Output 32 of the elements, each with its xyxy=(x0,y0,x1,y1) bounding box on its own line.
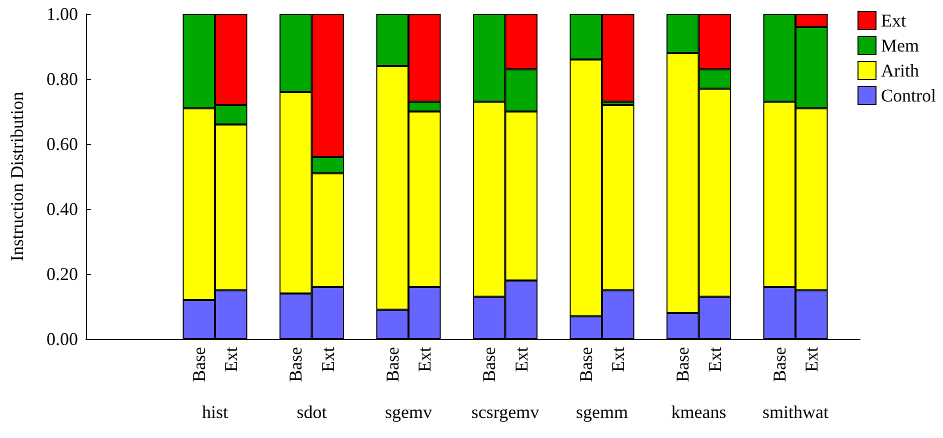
x-tick-label: Ext xyxy=(802,347,822,372)
legend-label: Ext xyxy=(881,10,906,30)
x-tick-label: Ext xyxy=(221,347,242,372)
text: smithwat xyxy=(762,402,828,422)
x-tick-label: Base xyxy=(382,347,402,382)
text: kmeans xyxy=(671,402,726,422)
text: scsrgemv xyxy=(471,402,540,422)
y-tick-label: 0.20 xyxy=(46,264,78,284)
x-tick-label: Base xyxy=(286,347,306,382)
y-tick-label: 0.60 xyxy=(46,134,78,154)
x-tick-label: Ext xyxy=(414,347,435,372)
y-tick-label: 0.80 xyxy=(46,69,78,89)
x-tick-label: Base xyxy=(672,347,693,382)
y-axis-title: Instruction Distribution xyxy=(7,92,27,262)
text: sgemm xyxy=(576,402,628,422)
x-tick-label: Base xyxy=(576,347,596,382)
y-tick-label: 1.00 xyxy=(46,4,78,24)
y-tick-label: 0.00 xyxy=(46,329,78,349)
x-tick-label: Ext xyxy=(608,347,628,372)
x-tick-label: Base xyxy=(479,347,500,382)
legend-label: Mem xyxy=(881,36,919,56)
text: sgemv xyxy=(385,402,432,422)
text: hist xyxy=(202,402,228,422)
x-tick-label: Base xyxy=(188,347,209,382)
y-tick-label: 0.40 xyxy=(46,199,78,219)
x-tick-label: Base xyxy=(769,347,790,382)
text: sdot xyxy=(296,402,327,422)
legend-label: Arith xyxy=(881,60,919,80)
legend-label: Control xyxy=(881,86,936,106)
x-tick-label: Ext xyxy=(704,347,725,372)
x-tick-label: Ext xyxy=(318,347,338,372)
x-tick-label: Ext xyxy=(511,347,532,372)
